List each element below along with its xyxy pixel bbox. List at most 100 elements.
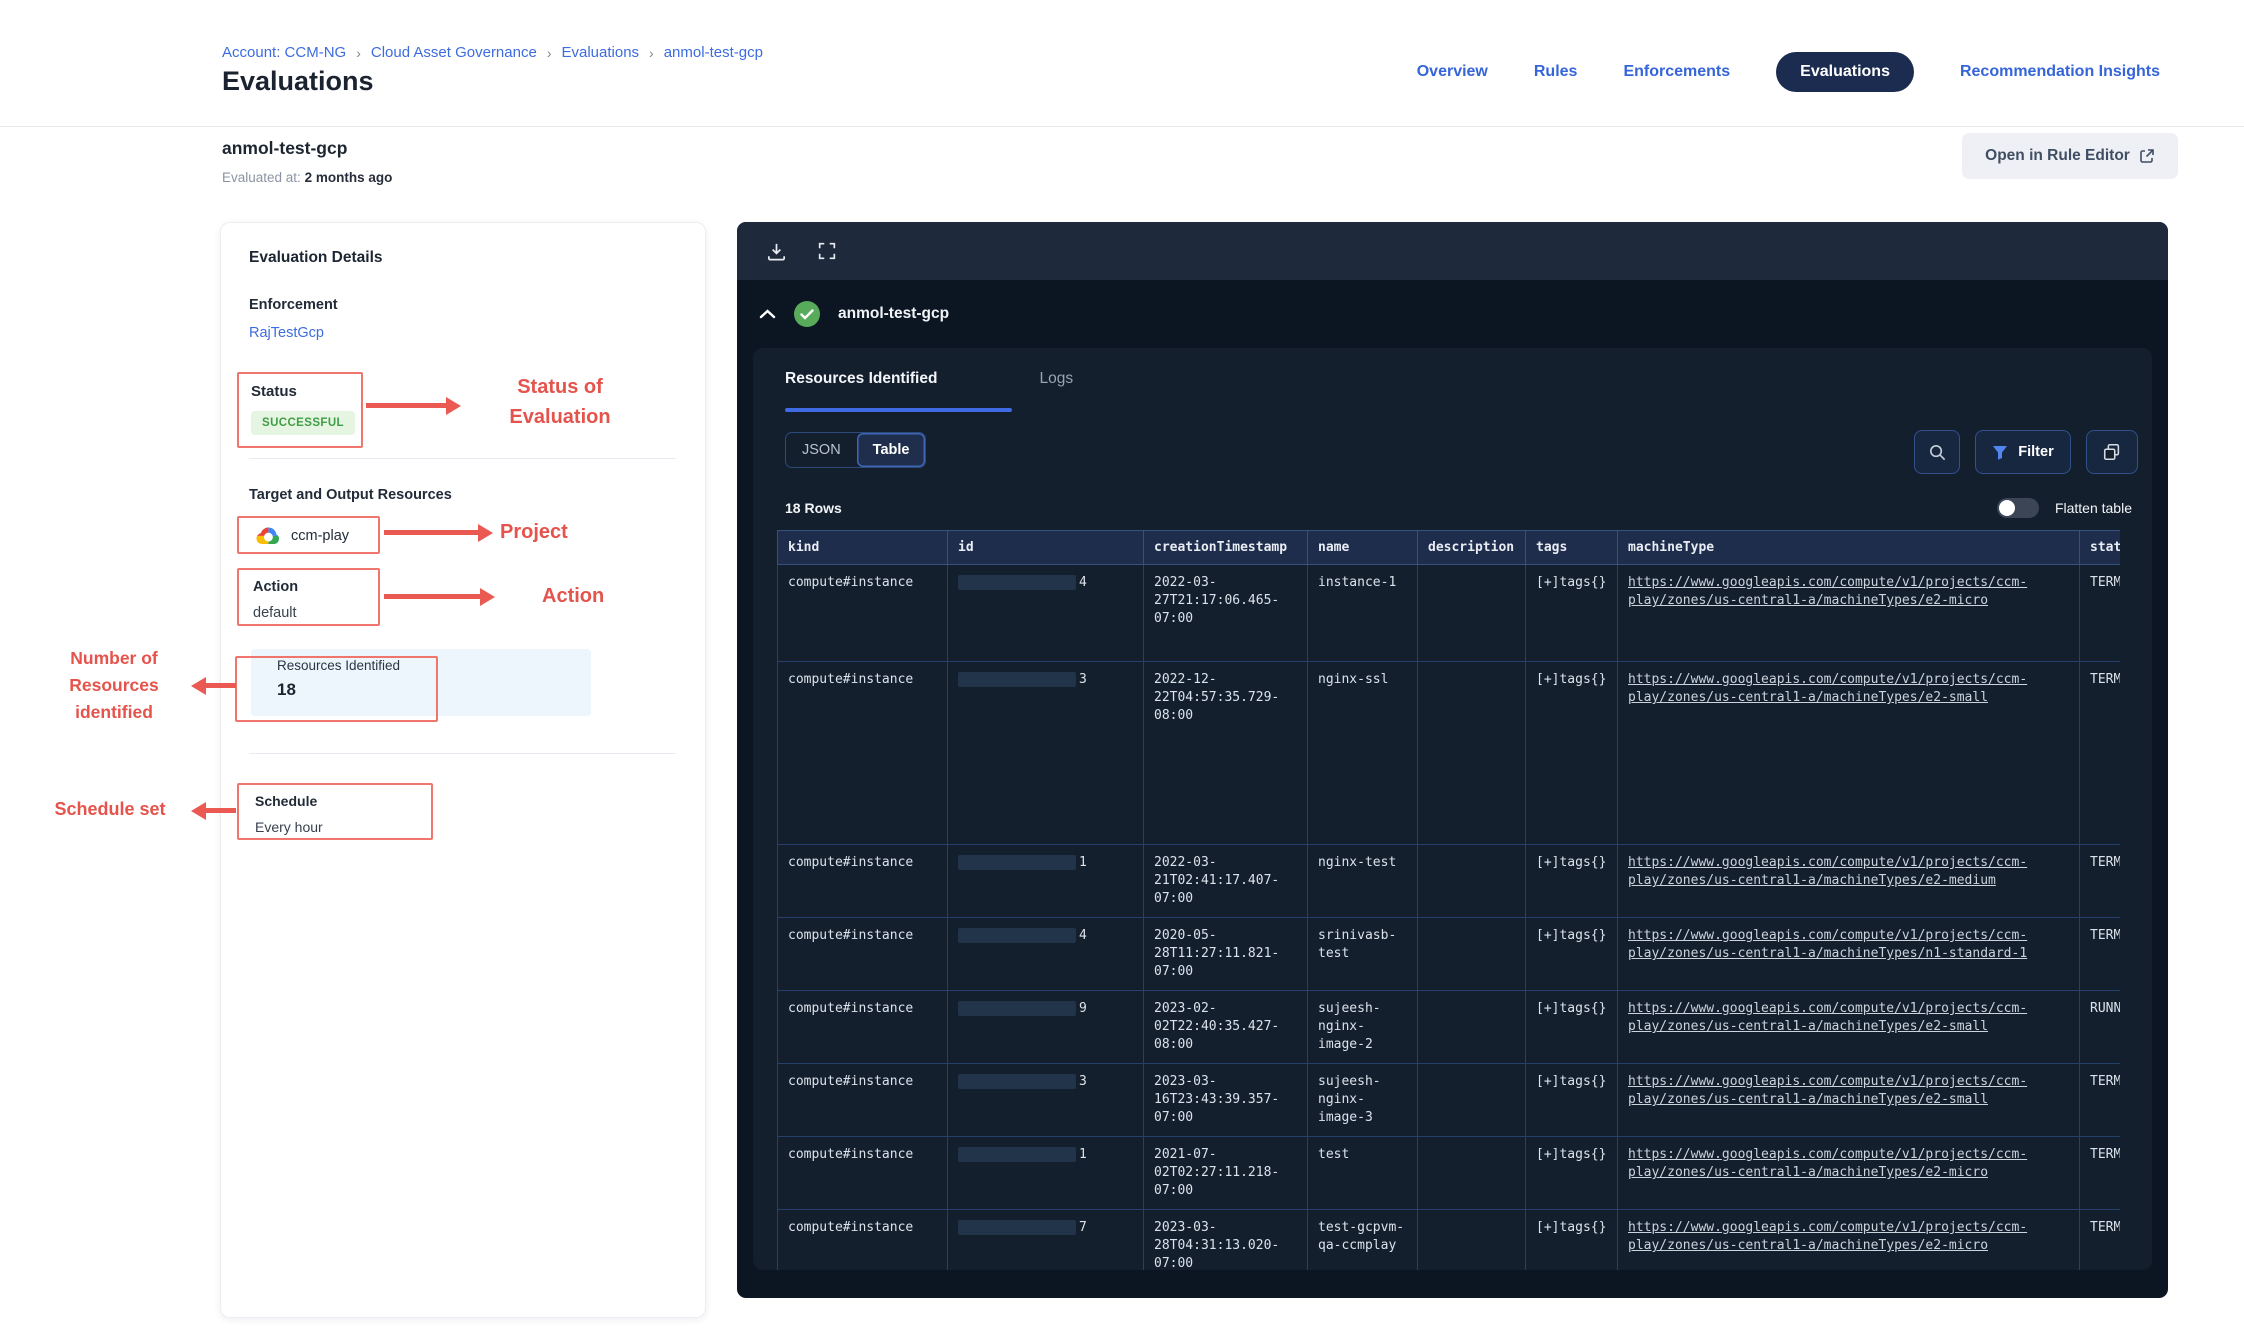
tab-logs[interactable]: Logs — [1039, 370, 1074, 387]
cell-machine-type: https://www.googleapis.com/compute/v1/pr… — [1617, 844, 2080, 918]
schedule-annotation-text: Schedule set — [54, 799, 166, 819]
gcp-cloud-icon — [255, 525, 281, 546]
project-row: ccm-play — [255, 525, 349, 546]
tab-evaluations[interactable]: Evaluations — [1776, 52, 1914, 92]
cell-timestamp: 2022-03-27T21:17:06.465-07:00 — [1143, 564, 1308, 662]
open-in-rule-editor-label: Open in Rule Editor — [1985, 147, 2130, 164]
enforcement-link[interactable]: RajTestGcp — [249, 325, 324, 341]
tab-recommendation-insights[interactable]: Recommendation Insights — [1959, 63, 2160, 80]
top-nav: Overview Rules Enforcements Evaluations … — [1417, 52, 2160, 92]
cell-status: TERMINATED — [2079, 661, 2120, 845]
collapse-chevron-up-icon[interactable] — [759, 308, 776, 320]
cell-name: instance-1 — [1307, 564, 1418, 662]
tab-resources-identified[interactable]: Resources Identified — [785, 370, 938, 387]
breadcrumb-cloud-asset-governance[interactable]: Cloud Asset Governance — [370, 44, 537, 61]
machine-type-link[interactable]: https://www.googleapis.com/compute/v1/pr… — [1628, 1220, 2028, 1253]
cell-machine-type: https://www.googleapis.com/compute/v1/pr… — [1617, 661, 2080, 845]
id-tail: 7 — [1079, 1220, 1087, 1235]
cell-kind: compute#instance — [777, 990, 948, 1064]
schedule-value: Every hour — [255, 819, 323, 835]
cell-tags[interactable]: [+]tags{} — [1525, 1136, 1618, 1210]
cell-tags[interactable]: [+]tags{} — [1525, 1209, 1618, 1270]
tab-rules[interactable]: Rules — [1533, 63, 1578, 80]
breadcrumb-evaluations[interactable]: Evaluations — [561, 44, 640, 61]
success-check-icon — [794, 301, 820, 327]
redacted-id — [958, 855, 1076, 870]
tab-overview[interactable]: Overview — [1416, 63, 1488, 80]
machine-type-link[interactable]: https://www.googleapis.com/compute/v1/pr… — [1628, 575, 2028, 608]
breadcrumb: Account: CCM-NG › Cloud Asset Governance… — [222, 44, 763, 61]
cell-kind: compute#instance — [777, 1063, 948, 1137]
cell-tags[interactable]: [+]tags{} — [1525, 990, 1618, 1064]
id-tail: 1 — [1079, 1147, 1087, 1162]
resources-table-wrap: kind id creationTimestamp name descripti… — [777, 530, 2120, 1270]
view-mode-toggle: JSON Table — [785, 432, 927, 468]
table-header-row: kind id creationTimestamp name descripti… — [777, 530, 2120, 565]
viewer-header-row: anmol-test-gcp — [737, 280, 2168, 348]
project-annotation-text: Project — [500, 521, 568, 543]
copy-button[interactable] — [2086, 430, 2138, 474]
col-status: status — [2079, 530, 2120, 565]
cell-timestamp: 2023-03-16T23:43:39.357-07:00 — [1143, 1063, 1308, 1137]
cell-timestamp: 2021-07-02T02:27:11.218-07:00 — [1143, 1136, 1308, 1210]
cell-description — [1417, 1063, 1526, 1137]
cell-id: 3 — [947, 661, 1144, 845]
cell-description — [1417, 844, 1526, 918]
search-button[interactable] — [1914, 430, 1960, 474]
table-row: compute#instance 1 2022-03-21T02:41:17.4… — [777, 844, 2120, 918]
breadcrumb-account[interactable]: Account: CCM-NG — [222, 44, 347, 61]
cell-name: nginx-test — [1307, 844, 1418, 918]
cell-description — [1417, 990, 1526, 1064]
action-annotation-arrow — [384, 594, 480, 599]
evaluated-at-label: Evaluated at: — [222, 170, 301, 185]
json-view-button[interactable]: JSON — [786, 433, 857, 467]
table-row: compute#instance 3 2023-03-16T23:43:39.3… — [777, 1063, 2120, 1137]
external-link-icon — [2139, 148, 2155, 164]
redacted-id — [958, 1220, 1076, 1235]
machine-type-link[interactable]: https://www.googleapis.com/compute/v1/pr… — [1628, 855, 2028, 888]
machine-type-link[interactable]: https://www.googleapis.com/compute/v1/pr… — [1628, 672, 2028, 705]
col-kind: kind — [777, 530, 948, 565]
open-in-rule-editor-button[interactable]: Open in Rule Editor — [1962, 133, 2178, 179]
card-divider — [249, 458, 676, 459]
annotation-line: identified — [75, 702, 153, 722]
cell-tags[interactable]: [+]tags{} — [1525, 917, 1618, 991]
cell-timestamp: 2022-03-21T02:41:17.407-07:00 — [1143, 844, 1308, 918]
cell-machine-type: https://www.googleapis.com/compute/v1/pr… — [1617, 564, 2080, 662]
flatten-table-label: Flatten table — [2054, 500, 2132, 516]
cell-machine-type: https://www.googleapis.com/compute/v1/pr… — [1617, 917, 2080, 991]
cell-tags[interactable]: [+]tags{} — [1525, 1063, 1618, 1137]
resources-annotation-text: Number of Resources identified — [38, 645, 190, 726]
machine-type-link[interactable]: https://www.googleapis.com/compute/v1/pr… — [1628, 1074, 2028, 1107]
status-annotation-text: Status of Evaluation — [458, 372, 662, 432]
cell-status: TERMINATED — [2079, 917, 2120, 991]
evaluation-details-card: Evaluation Details Enforcement RajTestGc… — [220, 222, 706, 1318]
viewer-inner-card: Resources Identified Logs JSON Table Fil… — [753, 348, 2152, 1270]
cell-tags[interactable]: [+]tags{} — [1525, 844, 1618, 918]
col-machine-type: machineType — [1617, 530, 2080, 565]
cell-tags[interactable]: [+]tags{} — [1525, 661, 1618, 845]
table-view-button[interactable]: Table — [856, 433, 926, 467]
machine-type-link[interactable]: https://www.googleapis.com/compute/v1/pr… — [1628, 1001, 2028, 1034]
redacted-id — [958, 928, 1076, 943]
breadcrumb-current[interactable]: anmol-test-gcp — [663, 44, 763, 61]
cell-status: RUNNING — [2079, 990, 2120, 1064]
toggle-knob — [1998, 500, 2015, 516]
cell-id: 3 — [947, 1063, 1144, 1137]
col-creation-timestamp: creationTimestamp — [1143, 530, 1308, 565]
details-heading: Evaluation Details — [249, 249, 383, 266]
filter-label: Filter — [2018, 444, 2054, 460]
filter-button[interactable]: Filter — [1975, 430, 2071, 474]
cell-kind: compute#instance — [777, 917, 948, 991]
flatten-table-toggle[interactable] — [1996, 498, 2039, 518]
table-row: compute#instance 4 2022-03-27T21:17:06.4… — [777, 564, 2120, 662]
machine-type-link[interactable]: https://www.googleapis.com/compute/v1/pr… — [1628, 1147, 2028, 1180]
cell-timestamp: 2023-03-28T04:31:13.020-07:00 — [1143, 1209, 1308, 1270]
machine-type-link[interactable]: https://www.googleapis.com/compute/v1/pr… — [1628, 928, 2028, 961]
id-tail: 9 — [1079, 1001, 1087, 1016]
annotation-line: Evaluation — [509, 406, 611, 428]
download-button[interactable] — [765, 240, 788, 263]
tab-enforcements[interactable]: Enforcements — [1623, 63, 1731, 80]
cell-tags[interactable]: [+]tags{} — [1525, 564, 1618, 662]
fullscreen-button[interactable] — [816, 240, 838, 262]
